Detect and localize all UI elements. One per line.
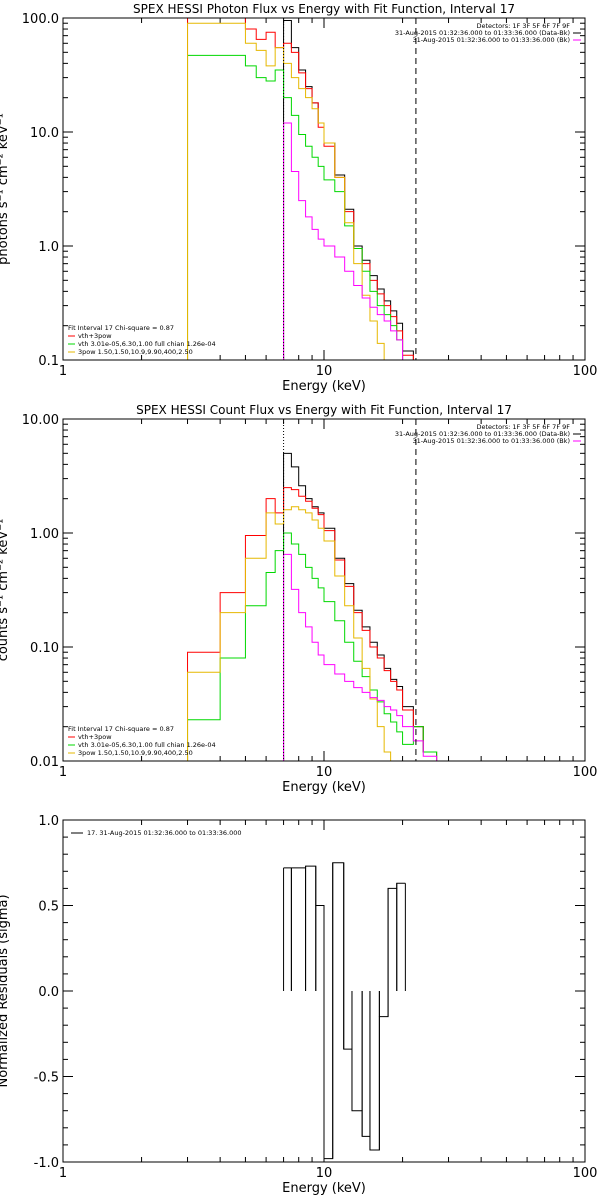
series-yellow-line bbox=[187, 22, 437, 360]
fit-legend-line: Fit Interval 17 Chi-square = 0.87 bbox=[68, 725, 174, 733]
x-tick-label: 1 bbox=[59, 765, 67, 780]
info-line: 31-Aug-2015 01:32:36.000 to 01:33:36.000… bbox=[413, 437, 570, 445]
x-axis-label: Energy (keV) bbox=[282, 379, 366, 394]
y-axis: 0.01 0.10 1.00 10.00 bbox=[22, 413, 585, 770]
y-tick-label: 0.10 bbox=[30, 641, 59, 656]
info-legend: Detectors: 1F 3F 5F 6F 7F 9F31-Aug-2015 … bbox=[395, 423, 581, 445]
data-area bbox=[283, 862, 406, 1160]
panel-1: SPEX HESSI Photon Flux vs Energy with Fi… bbox=[0, 2, 597, 394]
series-black-line bbox=[283, 452, 449, 761]
series-green-line bbox=[187, 54, 437, 360]
panel-2: SPEX HESSI Count Flux vs Energy with Fit… bbox=[0, 403, 597, 795]
y-tick-label: 1.0 bbox=[38, 814, 59, 829]
y-axis-label: Normalized Residuals (sigma) bbox=[0, 894, 11, 1087]
plot-frame bbox=[62, 819, 586, 1163]
fit-legend-line: vth 3.01e-05,6.30,1.00 full chian 1.26e-… bbox=[78, 340, 216, 348]
series-magenta-line bbox=[283, 122, 437, 360]
y-tick-label: 10.00 bbox=[22, 413, 59, 428]
fit-legend-line: 3pow 1.50,1.50,10.9,9.90,400,2.50 bbox=[78, 348, 193, 356]
x-tick-label: 100 bbox=[573, 1166, 598, 1181]
info-line: 31-Aug-2015 01:32:36.000 to 01:33:36.000… bbox=[413, 36, 570, 44]
info-line: 31-Aug-2015 01:32:36.000 to 01:33:36.000… bbox=[395, 430, 570, 438]
fit-legend-line: vth 3.01e-05,6.30,1.00 full chian 1.26e-… bbox=[78, 741, 216, 749]
y-tick-label: 1.0 bbox=[38, 240, 59, 255]
x-tick-label: 100 bbox=[573, 765, 598, 780]
fit-legend-line: 3pow 1.50,1.50,10.9,9.90,400,2.50 bbox=[78, 749, 193, 757]
data-area bbox=[187, 18, 437, 360]
y-tick-label: 0.01 bbox=[30, 755, 59, 770]
x-axis-label: Energy (keV) bbox=[282, 1181, 366, 1196]
y-tick-label: 0.0 bbox=[38, 985, 59, 1000]
x-tick-label: 10 bbox=[316, 1166, 333, 1181]
residual-legend-line: 17. 31-Aug-2015 01:32:36.000 to 01:33:36… bbox=[87, 829, 242, 837]
x-tick-label: 1 bbox=[59, 364, 67, 379]
plot-frame bbox=[62, 17, 586, 361]
series-red-line bbox=[187, 487, 449, 761]
x-tick-label: 1 bbox=[59, 1166, 67, 1181]
info-line: Detectors: 1F 3F 5F 6F 7F 9F bbox=[476, 423, 570, 431]
series-magenta-line bbox=[283, 553, 449, 761]
info-line: Detectors: 1F 3F 5F 6F 7F 9F bbox=[476, 22, 570, 30]
fit-legend-line: Fit Interval 17 Chi-square = 0.87 bbox=[68, 324, 174, 332]
y-tick-label: 10.0 bbox=[30, 126, 59, 141]
x-tick-label: 10 bbox=[316, 364, 333, 379]
y-axis: 0.1 1.0 10.0 100.0 bbox=[22, 12, 585, 369]
plot-frame bbox=[62, 418, 586, 762]
data-area bbox=[187, 452, 449, 761]
y-axis: -1.0 -0.5 0.0 0.5 1.0 bbox=[34, 814, 585, 1171]
fit-legend-line: vth+3pow bbox=[78, 733, 112, 741]
fit-legend-line: vth+3pow bbox=[78, 332, 112, 340]
x-tick-label: 10 bbox=[316, 765, 333, 780]
info-line: 31-Aug-2015 01:32:36.000 to 01:33:36.000… bbox=[395, 29, 570, 37]
y-tick-label: 0.5 bbox=[38, 900, 59, 915]
series-green-line bbox=[187, 532, 449, 761]
chart-title: SPEX HESSI Photon Flux vs Energy with Fi… bbox=[133, 2, 515, 16]
residual-legend: 17. 31-Aug-2015 01:32:36.000 to 01:33:36… bbox=[71, 829, 242, 837]
info-legend: Detectors: 1F 3F 5F 6F 7F 9F31-Aug-2015 … bbox=[395, 22, 581, 44]
series-yellow-line bbox=[187, 506, 449, 761]
x-tick-label: 100 bbox=[573, 364, 598, 379]
y-tick-label: 1.00 bbox=[30, 527, 59, 542]
y-tick-label: 0.1 bbox=[38, 354, 59, 369]
panel-3: 1 10 100 Energy (keV) -1.0 -0.5 0.0 0.5 1.0 Norma… bbox=[0, 814, 597, 1196]
fit-legend: Fit Interval 17 Chi-square = 0.87vth+3po… bbox=[68, 725, 216, 757]
y-axis-label: photons s⁻¹ cm⁻² keV⁻¹ bbox=[0, 113, 11, 265]
fit-legend: Fit Interval 17 Chi-square = 0.87vth+3po… bbox=[68, 324, 216, 356]
y-axis-label: counts s⁻¹ cm⁻² keV⁻¹ bbox=[0, 519, 11, 662]
chart-title: SPEX HESSI Count Flux vs Energy with Fit… bbox=[136, 403, 512, 417]
y-tick-label: 100.0 bbox=[22, 12, 59, 27]
y-tick-label: -1.0 bbox=[34, 1156, 59, 1171]
x-axis-label: Energy (keV) bbox=[282, 780, 366, 795]
y-tick-label: -0.5 bbox=[34, 1071, 59, 1086]
